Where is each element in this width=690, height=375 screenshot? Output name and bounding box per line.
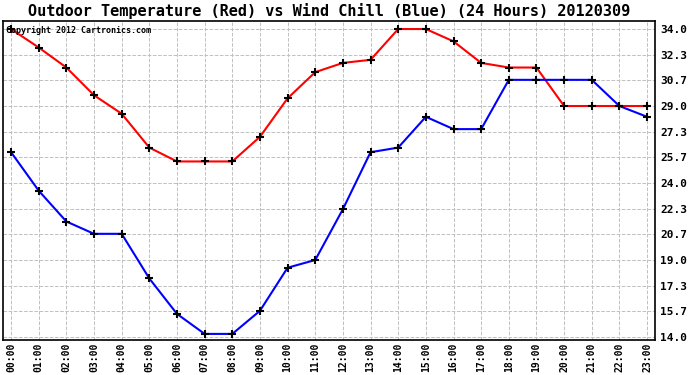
Text: Copyright 2012 Cartronics.com: Copyright 2012 Cartronics.com (6, 26, 151, 35)
Title: Outdoor Temperature (Red) vs Wind Chill (Blue) (24 Hours) 20120309: Outdoor Temperature (Red) vs Wind Chill … (28, 3, 630, 19)
